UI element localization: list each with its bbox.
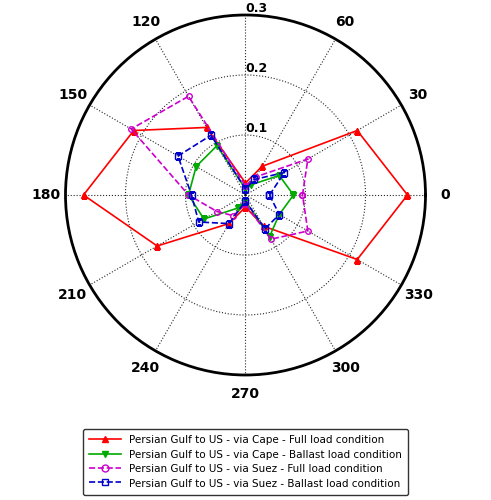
Legend: Persian Gulf to US - via Cape - Full load condition, Persian Gulf to US - via Ca: Persian Gulf to US - via Cape - Full loa… (83, 429, 408, 495)
